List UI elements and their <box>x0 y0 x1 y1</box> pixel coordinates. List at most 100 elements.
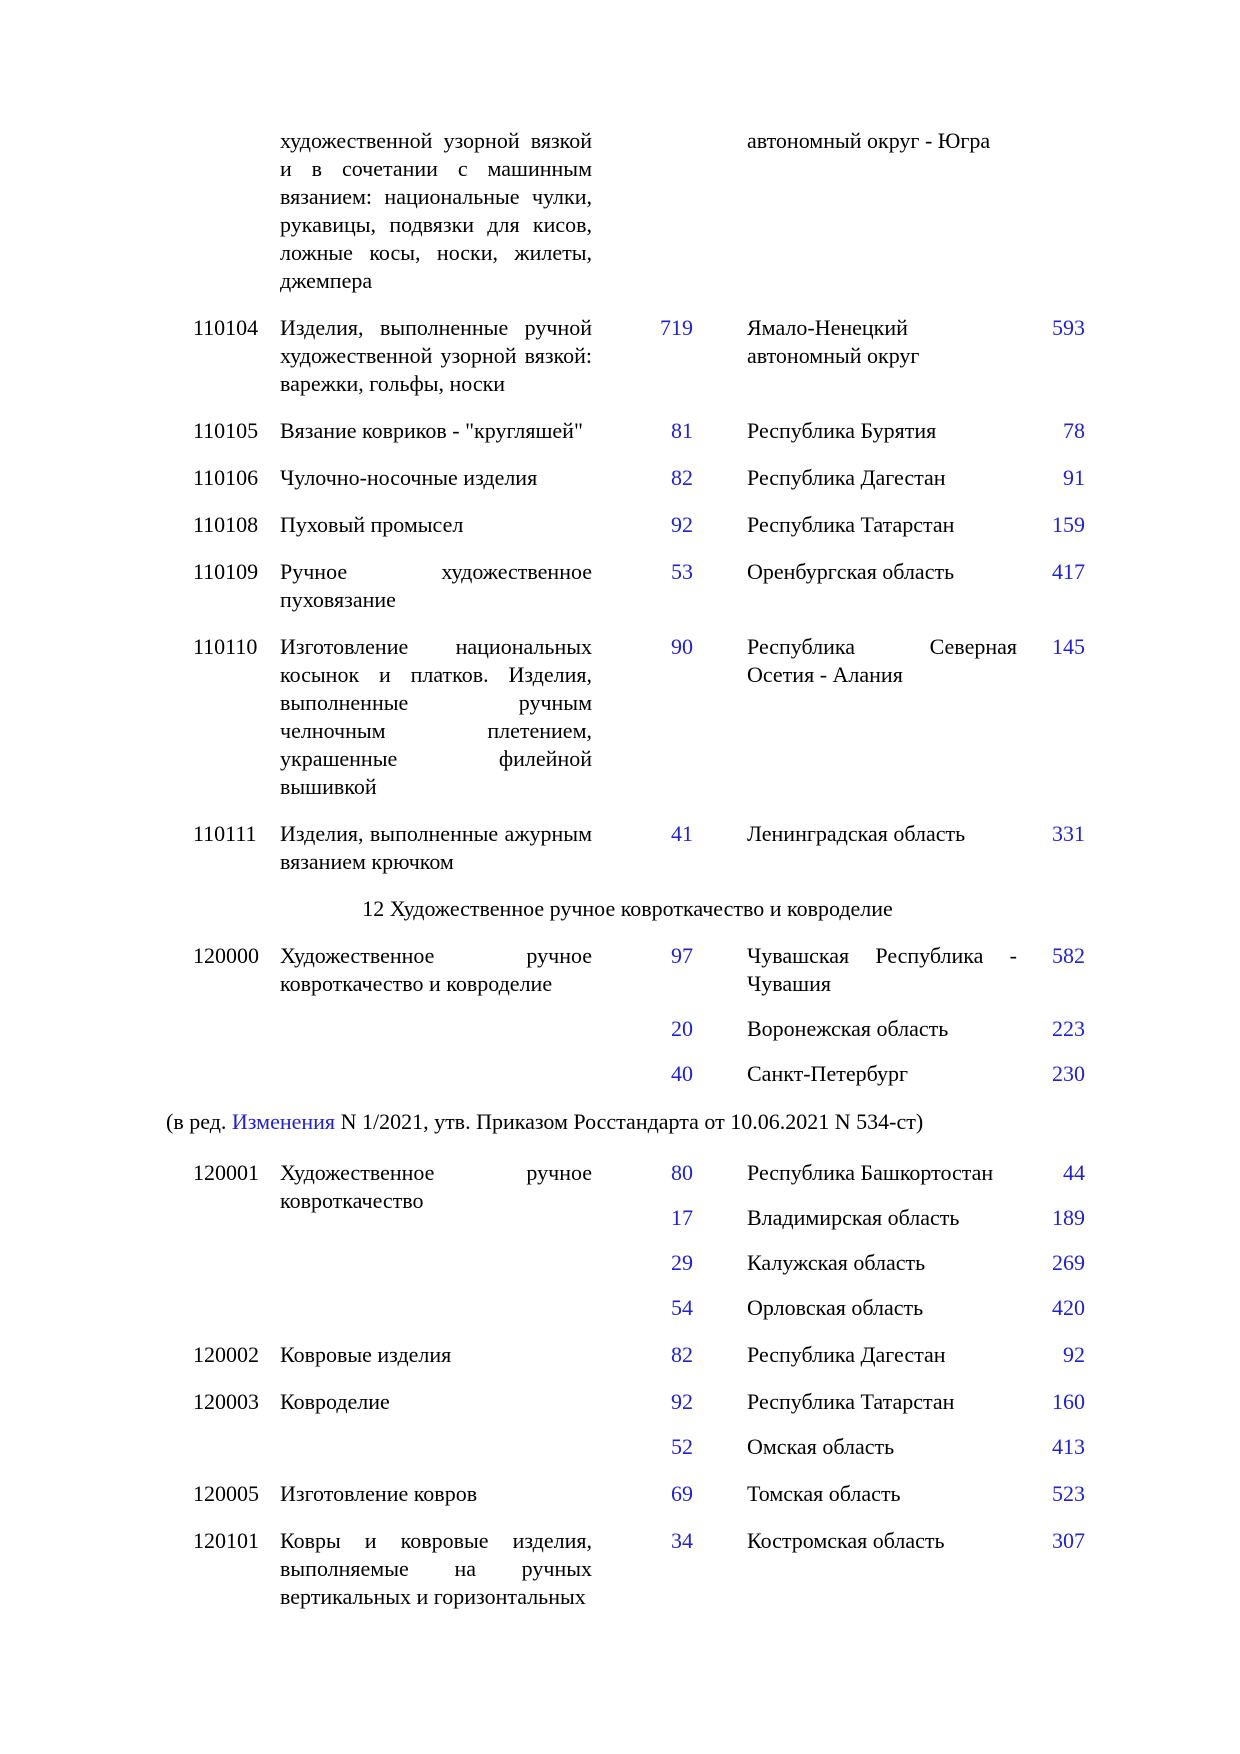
code-cell: 120005 <box>193 1481 259 1506</box>
code-cell: 110111 <box>193 821 257 846</box>
left-number[interactable]: 92 <box>671 1389 693 1414</box>
region-entry: 53 Оренбургская область 417 <box>592 558 1085 586</box>
left-number[interactable]: 52 <box>671 1434 693 1459</box>
table-row: 120001 Художественное ручное ковроткачес… <box>170 1159 1085 1322</box>
document-content: художественной узорной вязкой и в сочета… <box>166 127 1085 1611</box>
region-entry: 92 Республика Татарстан 159 <box>592 511 1085 539</box>
right-number[interactable]: 582 <box>1052 943 1085 968</box>
region-entry: 82 Республика Дагестан 91 <box>592 464 1085 492</box>
right-number <box>1017 127 1085 155</box>
region-entries: 80 Республика Башкортостан 44 17 Владими… <box>592 1159 1085 1322</box>
right-number[interactable]: 189 <box>1052 1205 1085 1230</box>
table-row: 120000 Художественное ручное ковроткачес… <box>170 942 1085 1088</box>
right-number[interactable]: 593 <box>1052 315 1085 340</box>
description-cell: Художественное ручное ковроткачество <box>280 1160 592 1213</box>
region-entries: 82 Республика Дагестан 91 <box>592 464 1085 492</box>
left-number[interactable]: 53 <box>671 559 693 584</box>
description-cell: Ковроделие <box>280 1389 390 1414</box>
region-name: Чувашская Республика - Чувашия <box>747 943 1017 996</box>
right-number[interactable]: 145 <box>1052 634 1085 659</box>
code-cell: 120003 <box>193 1389 259 1414</box>
left-number[interactable]: 41 <box>671 821 693 846</box>
right-number[interactable]: 92 <box>1063 1342 1085 1367</box>
region-name: Республика Татарстан <box>747 512 955 537</box>
left-number[interactable]: 29 <box>671 1250 693 1275</box>
region-name: автономный округ - Югра <box>747 128 991 153</box>
region-entries: 92 Республика Татарстан 159 <box>592 511 1085 539</box>
left-number[interactable]: 82 <box>671 465 693 490</box>
right-number[interactable]: 78 <box>1063 418 1085 443</box>
region-entries: 81 Республика Бурятия 78 <box>592 417 1085 445</box>
right-number[interactable]: 91 <box>1063 465 1085 490</box>
code-cell: 110109 <box>193 559 259 584</box>
region-entries: 92 Республика Татарстан 160 52 Омская об… <box>592 1388 1085 1461</box>
region-entry: 52 Омская область 413 <box>592 1433 1085 1461</box>
left-number[interactable]: 54 <box>671 1295 693 1320</box>
left-number[interactable]: 20 <box>671 1016 693 1041</box>
izmeneniya-link[interactable]: Изменения <box>231 1109 336 1134</box>
right-number[interactable]: 159 <box>1052 512 1085 537</box>
left-number[interactable]: 719 <box>660 315 693 340</box>
left-number[interactable]: 97 <box>671 943 693 968</box>
table-row: 110109 Ручное художественное пуховязание… <box>170 558 1085 614</box>
region-entries: 97 Чувашская Республика - Чувашия 582 20… <box>592 942 1085 1088</box>
left-number[interactable]: 82 <box>671 1342 693 1367</box>
right-number[interactable]: 223 <box>1052 1016 1085 1041</box>
region-entry: 92 Республика Татарстан 160 <box>592 1388 1085 1416</box>
region-name: Республика Дагестан <box>747 465 946 490</box>
code-cell: 110106 <box>193 465 259 490</box>
left-number[interactable]: 92 <box>671 512 693 537</box>
region-entry: 69 Томская область 523 <box>592 1480 1085 1508</box>
right-number[interactable]: 523 <box>1052 1481 1085 1506</box>
left-number[interactable]: 90 <box>671 634 693 659</box>
table-row: 120002 Ковровые изделия 82 Республика Да… <box>170 1341 1085 1369</box>
right-number[interactable]: 230 <box>1052 1061 1085 1086</box>
left-number[interactable]: 80 <box>671 1160 693 1185</box>
region-entry: 54 Орловская область 420 <box>592 1294 1085 1322</box>
region-entry: 719 Ямало-Ненецкий автономный округ 593 <box>592 314 1085 370</box>
region-name: Владимирская область <box>747 1205 960 1230</box>
region-entry: 20 Воронежская область 223 <box>592 1015 1085 1043</box>
right-number[interactable]: 417 <box>1052 559 1085 584</box>
code-cell: 120002 <box>193 1342 259 1367</box>
table-row: 110108 Пуховый промысел 92 Республика Та… <box>170 511 1085 539</box>
region-entry: 29 Калужская область 269 <box>592 1249 1085 1277</box>
amendment-note-suffix: N 1/2021, утв. Приказом Росстандарта от … <box>335 1109 924 1134</box>
right-number[interactable]: 160 <box>1052 1389 1085 1414</box>
left-number[interactable]: 81 <box>671 418 693 443</box>
left-number[interactable]: 69 <box>671 1481 693 1506</box>
region-name: Орловская область <box>747 1295 924 1320</box>
region-name: Республика Башкортостан <box>747 1160 994 1185</box>
left-number[interactable]: 34 <box>671 1528 693 1553</box>
region-name: Республика Бурятия <box>747 418 937 443</box>
region-name: Ленинградская область <box>747 821 966 846</box>
region-name: Республика Татарстан <box>747 1389 955 1414</box>
table-row: 110110 Изготовление национальных косынок… <box>170 633 1085 801</box>
right-number[interactable]: 44 <box>1063 1160 1085 1185</box>
right-number[interactable]: 307 <box>1052 1528 1085 1553</box>
table-row: 120101 Ковры и ковровые изделия, выполня… <box>170 1527 1085 1611</box>
right-number[interactable]: 420 <box>1052 1295 1085 1320</box>
region-name: Костромская область <box>747 1528 945 1553</box>
description-cell: Изделия, выполненные ажурным вязанием кр… <box>280 821 592 874</box>
region-entry: 40 Санкт-Петербург 230 <box>592 1060 1085 1088</box>
left-number[interactable]: 40 <box>671 1061 693 1086</box>
description-cell: Художественное ручное ковроткачество и к… <box>280 943 592 996</box>
region-name: Ямало-Ненецкий автономный округ <box>747 315 920 368</box>
description-cell: Изделия, выполненные ручной художественн… <box>280 315 592 396</box>
right-number[interactable]: 331 <box>1052 821 1085 846</box>
region-entries: 719 Ямало-Ненецкий автономный округ 593 <box>592 314 1085 398</box>
description-cell: Изготовление ковров <box>280 1481 478 1506</box>
right-number[interactable]: 269 <box>1052 1250 1085 1275</box>
description-cell: Чулочно-носочные изделия <box>280 465 538 490</box>
region-entry: 34 Костромская область 307 <box>592 1527 1085 1555</box>
region-entries: 82 Республика Дагестан 92 <box>592 1341 1085 1369</box>
section-heading: 12 Художественное ручное ковроткачество … <box>362 896 893 921</box>
description-cell: художественной узорной вязкой и в сочета… <box>280 128 592 293</box>
amendment-note: (в ред. Изменения N 1/2021, утв. Приказо… <box>166 1108 1085 1136</box>
right-number[interactable]: 413 <box>1052 1434 1085 1459</box>
left-number[interactable]: 17 <box>671 1205 693 1230</box>
region-name: Омская область <box>747 1434 895 1459</box>
table-row: 110106 Чулочно-носочные изделия 82 Респу… <box>170 464 1085 492</box>
description-cell: Ручное художественное пуховязание <box>280 559 592 612</box>
